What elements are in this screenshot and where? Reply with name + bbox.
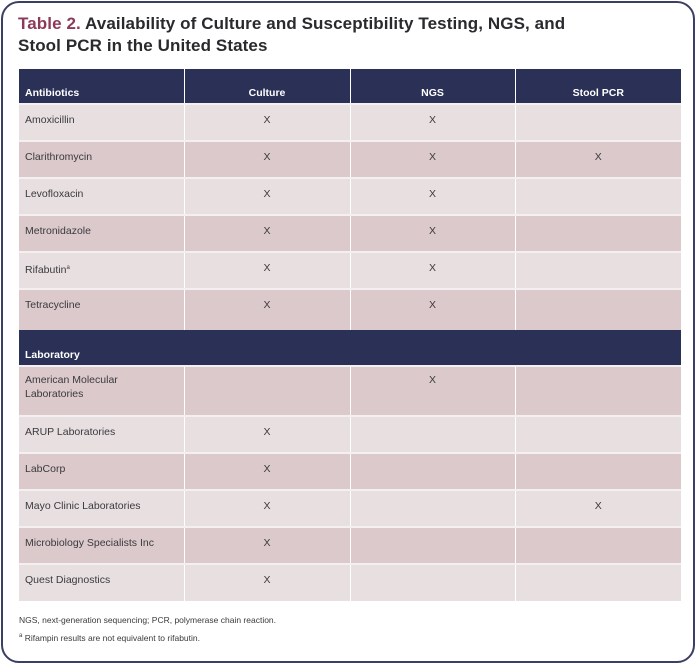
laboratory-section-header: Laboratory [19,330,681,366]
stool-pcr-cell [514,452,681,490]
table-row: Amoxicillin X X [19,103,681,141]
ngs-cell [349,526,515,564]
column-header-antibiotics: Antibiotics [19,69,184,104]
culture-cell: X [183,103,350,141]
stool-pcr-cell [514,214,681,252]
stool-pcr-cell [514,177,681,215]
footnote-a-text: Rifampin results are not equivalent to r… [22,633,200,643]
table-caption: Availability of Culture and Susceptibili… [18,14,566,55]
footnote-marker: a [66,265,70,271]
stool-pcr-cell: X [514,140,681,178]
table-row: Quest Diagnostics X [19,563,681,601]
table-row: Levofloxacin X X [19,177,681,215]
ngs-cell [349,489,515,527]
ngs-cell: X [349,140,515,178]
column-header-row: Antibiotics Culture NGS Stool PCR [19,69,681,104]
antibiotic-name: Amoxicillin [19,103,184,141]
footnote-a: a Rifampin results are not equivalent to… [19,628,276,646]
culture-cell: X [183,140,350,178]
laboratory-name: Quest Diagnostics [19,563,184,601]
stool-pcr-cell: X [514,489,681,527]
culture-cell: X [183,489,350,527]
laboratory-name: Microbiology Specialists Inc [19,526,184,564]
table-row: Mayo Clinic Laboratories X X [19,489,681,527]
table-title: Table 2. Availability of Culture and Sus… [18,13,578,57]
stool-pcr-cell [514,288,681,330]
antibiotic-name: Levofloxacin [19,177,184,215]
antibiotic-name-cell: Rifabutina [19,251,184,289]
stool-pcr-cell [514,103,681,141]
ngs-cell: X [349,251,515,289]
culture-cell [183,365,350,416]
ngs-cell [349,415,515,453]
culture-cell: X [183,214,350,252]
column-header-culture: Culture [183,69,350,104]
table-row: Rifabutina X X [19,251,681,289]
table-row: Microbiology Specialists Inc X [19,526,681,564]
table-number-label: Table 2. [18,14,81,33]
laboratory-name: Mayo Clinic Laboratories [19,489,184,527]
culture-cell: X [183,526,350,564]
ngs-cell: X [349,103,515,141]
culture-cell: X [183,563,350,601]
laboratory-header-label: Laboratory [19,330,681,366]
ngs-cell: X [349,288,515,330]
antibiotic-name: Rifabutin [25,264,67,276]
table-row: ARUP Laboratories X [19,415,681,453]
ngs-cell: X [349,214,515,252]
abbreviations-note: NGS, next-generation sequencing; PCR, po… [19,615,277,625]
laboratory-name: LabCorp [19,452,184,490]
ngs-cell: X [349,365,515,416]
footnote-a-marker: a [19,633,23,639]
culture-cell: X [183,415,350,453]
ngs-cell: X [349,177,515,215]
stool-pcr-cell [514,526,681,564]
antibiotic-name: Clarithromycin [19,140,184,178]
laboratory-name: ARUP Laboratories [19,415,184,453]
stool-pcr-cell [514,415,681,453]
table-row: Clarithromycin X X X [19,140,681,178]
culture-cell: X [183,452,350,490]
table-footnotes: NGS, next-generation sequencing; PCR, po… [19,612,276,646]
laboratory-name: American Molecular Laboratories [19,365,184,416]
culture-cell: X [183,177,350,215]
antibiotic-name: Tetracycline [19,288,184,330]
table-row: Tetracycline X X [19,288,681,330]
ngs-cell [349,452,515,490]
stool-pcr-cell [514,563,681,601]
culture-cell: X [183,251,350,289]
availability-table: Antibiotics Culture NGS Stool PCR Amoxic… [19,69,681,601]
table-row: LabCorp X [19,452,681,490]
table-row: Metronidazole X X [19,214,681,252]
stool-pcr-cell [514,251,681,289]
column-header-ngs: NGS [349,69,515,104]
stool-pcr-cell [514,365,681,416]
antibiotic-name: Metronidazole [19,214,184,252]
ngs-cell [349,563,515,601]
column-header-stool-pcr: Stool PCR [514,69,681,104]
table-row: American Molecular Laboratories X [19,365,681,416]
culture-cell: X [183,288,350,330]
